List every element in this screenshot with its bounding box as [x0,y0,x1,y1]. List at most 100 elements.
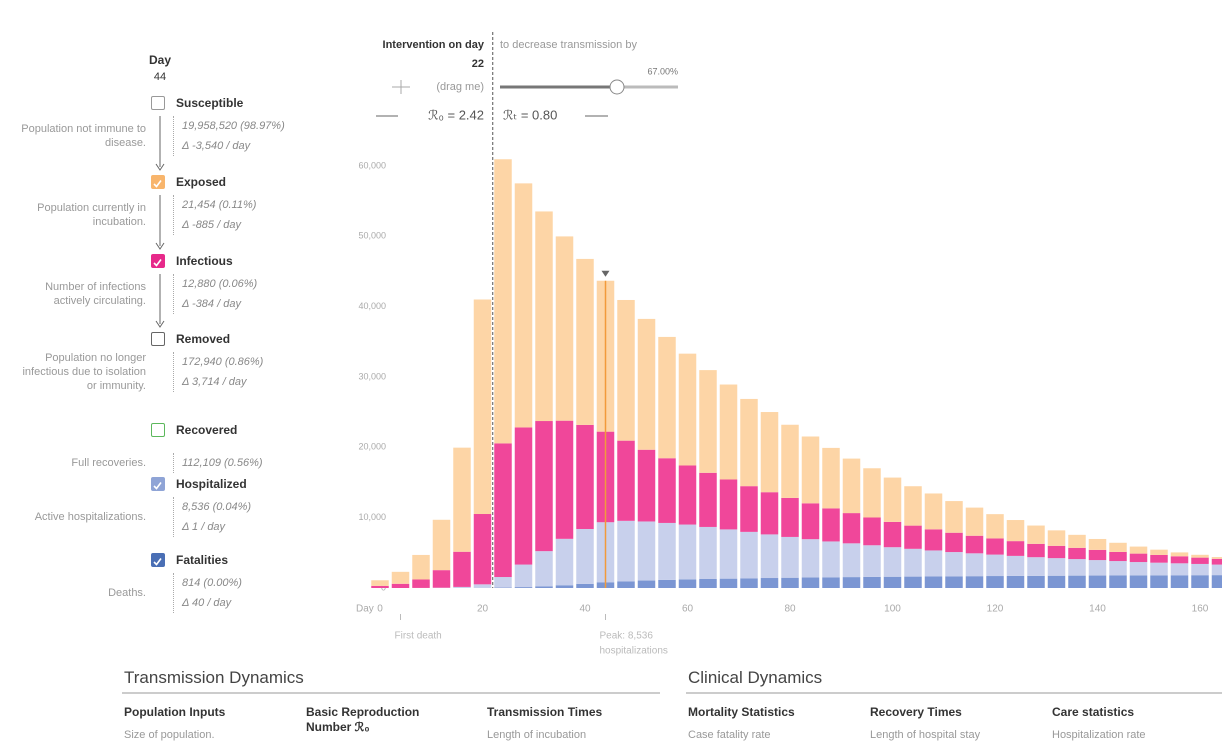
compartment-value: Δ 3,714 / day [182,376,247,388]
bar-segment [842,513,861,544]
bar-segment [1109,542,1127,552]
compartment-values: 112,109 (0.56%) [173,453,263,473]
bar-segment [1170,563,1189,576]
compartment-name: Exposed [176,175,227,189]
arrow-head [155,320,165,328]
bar-segment [1088,549,1107,561]
bar-segment [883,521,902,548]
checkbox[interactable] [151,332,165,346]
bar-segment [1068,534,1086,548]
bar-segment [842,543,861,578]
bar-segment [1047,530,1066,546]
y-tick-label: 10,000 [358,512,386,522]
bar-segment [1068,547,1086,560]
bar-segment [576,424,594,529]
checkbox[interactable] [151,96,165,110]
bar-segment [822,541,840,578]
column-heading: Recovery Times [870,705,962,719]
bar-segment [555,236,574,421]
compartment-row: Population not immune to disease. 19,958,… [10,114,285,158]
bar-segment [412,554,430,580]
bar-segment [555,420,574,539]
decrease-label: to decrease transmission by [500,39,637,51]
compartment-row: Deaths. 814 (0.00%) Δ 40 / day [10,571,242,615]
bar-segment [842,458,861,514]
bar-segment [883,477,902,522]
bar-segment [535,551,553,587]
bar-segment [965,553,984,577]
checkbox[interactable] [151,553,165,567]
checkbox[interactable] [151,477,165,491]
bar-segment [1006,555,1025,576]
x-tick-label: 20 [477,604,489,615]
x-axis-label: Day [356,604,374,615]
bar-segment [412,579,430,588]
compartment-description: Population no longer infectious due to i… [22,352,146,392]
bar-segment [535,421,553,552]
bar-segment [1170,556,1189,564]
checkbox[interactable] [151,175,165,189]
bar-segment [740,486,758,532]
bar-segment [781,577,799,588]
bar-segment [514,427,533,565]
bar-segment [1027,543,1045,558]
bar-segment [945,576,963,588]
bar-segment [1150,554,1168,563]
check [153,558,162,566]
section-title: Clinical Dynamics [688,668,823,687]
compartment-value: 172,940 (0.86%) [182,356,264,368]
y-tick-label: 60,000 [358,160,386,170]
bar-segment [1129,562,1148,576]
x-tick-label: 120 [987,604,1004,615]
bar-segment [1088,538,1107,550]
bar-segment [1129,575,1148,588]
compartment-value: Δ -384 / day [182,298,241,310]
annotation: Peak: 8,536 [600,631,654,642]
bar-segment [924,529,943,551]
bar-segment [432,570,451,588]
bar-segment [1006,541,1025,556]
bar-segment [801,436,820,504]
intervention-day[interactable]: 22 [472,58,484,70]
bar-segment [781,424,799,498]
checkbox[interactable] [151,254,165,268]
drag-icon [392,80,410,94]
decrease-value: 67.00% [647,66,678,76]
bar-segment [494,443,512,578]
bar-segment [986,576,1004,588]
bar-segment [1150,562,1168,576]
bar-segment [1006,575,1025,588]
checkbox[interactable] [151,423,165,437]
x-tick-label: 40 [579,604,591,615]
bar-segment [576,258,594,425]
bar-segment [883,547,902,577]
bar-segment [719,479,738,530]
bar-segment [781,497,799,537]
compartment-description: Active hospitalizations. [34,511,146,523]
compartment-row: Population no longer infectious due to i… [10,350,263,394]
bar-segment [658,579,676,588]
bar-segment [371,580,389,586]
bar-segment [678,465,697,525]
bar-segment [740,531,758,579]
bar-segment [1211,557,1222,559]
compartment-values: 21,454 (0.11%) Δ -885 / day [173,195,256,235]
bar-segment [986,554,1004,577]
slider-knob[interactable] [609,79,625,95]
compartment-value: 8,536 (0.04%) [182,501,252,513]
bar-segment [637,318,656,450]
bar-segment [617,299,635,441]
rt: ℛₜ = 0.80 [503,107,557,122]
compartment-name: Recovered [176,423,238,437]
bar-segment [1150,575,1168,588]
compartment-value: 112,109 (0.56%) [182,457,263,469]
compartment-row: Full recoveries. 112,109 (0.56%) [10,441,263,485]
bar-segment [1047,558,1066,576]
bar-segment [1027,557,1045,576]
column-text: Case fatality rate [688,729,771,741]
bar-segment [986,538,1004,555]
bar-segment [1109,551,1127,562]
compartment-values: 19,958,520 (98.97%) Δ -3,540 / day [173,116,285,156]
intervention-label: Intervention on day [383,39,485,51]
